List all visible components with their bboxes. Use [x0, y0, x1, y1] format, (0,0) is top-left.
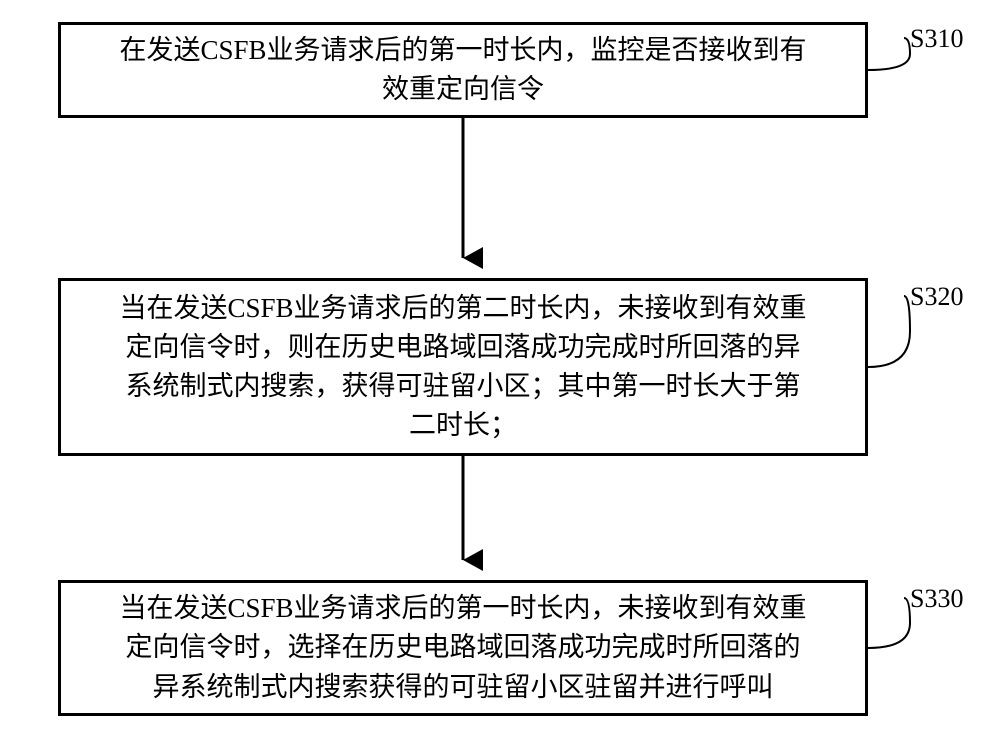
flow-step-s320: 当在发送CSFB业务请求后的第二时长内，未接收到有效重 定向信令时，则在历史电路… [58, 278, 868, 456]
flow-step-text: 当在发送CSFB业务请求后的第二时长内，未接收到有效重 定向信令时，则在历史电路… [119, 289, 806, 446]
bracket-S330 [868, 598, 910, 648]
bracket-S310 [868, 38, 910, 70]
flow-step-text: 当在发送CSFB业务请求后的第一时长内，未接收到有效重 定向信令时，选择在历史电… [119, 589, 806, 706]
step-label-s310: S310 [910, 24, 963, 54]
step-label-s330: S330 [910, 584, 963, 614]
step-label-s320: S320 [910, 282, 963, 312]
bracket-S320 [868, 296, 910, 367]
flow-step-text: 在发送CSFB业务请求后的第一时长内，监控是否接收到有 效重定向信令 [119, 31, 806, 109]
flow-step-s330: 当在发送CSFB业务请求后的第一时长内，未接收到有效重 定向信令时，选择在历史电… [58, 580, 868, 716]
flow-step-s310: 在发送CSFB业务请求后的第一时长内，监控是否接收到有 效重定向信令 [58, 22, 868, 118]
